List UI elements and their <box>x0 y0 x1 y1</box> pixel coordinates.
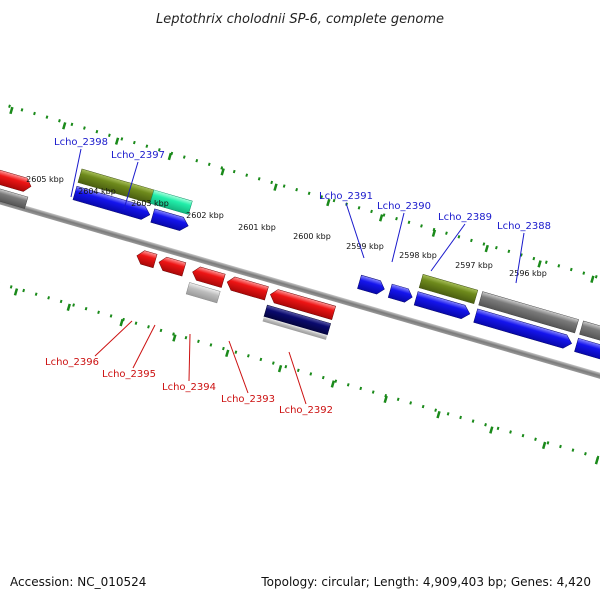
reverse-leader-line <box>94 320 133 357</box>
scale-label: 2597 kbp <box>455 261 493 270</box>
gene-lcho-2392-feature-shadow <box>262 316 328 340</box>
forward-leader-line <box>515 232 525 284</box>
scale-tick <box>537 260 542 268</box>
scale-tick <box>119 318 124 327</box>
scale-label: 2598 kbp <box>399 251 437 260</box>
reverse-gene-label[interactable]: Lcho_2393 <box>221 394 275 405</box>
scale-tick <box>489 426 494 434</box>
scale-tick <box>378 214 384 222</box>
gene-lcho-2390[interactable] <box>387 283 414 304</box>
forward-gene-label[interactable]: Lcho_2397 <box>111 150 165 161</box>
gene-lcho-2398[interactable] <box>72 185 152 221</box>
gene-lcho-2391[interactable] <box>357 274 386 296</box>
reverse-gene-label[interactable]: Lcho_2392 <box>279 405 333 416</box>
scale-tick <box>9 106 14 115</box>
forward-gene-label[interactable]: Lcho_2391 <box>319 191 373 202</box>
forward-gene-label[interactable]: Lcho_2389 <box>438 212 492 223</box>
gene-lcho-2394[interactable] <box>191 265 226 288</box>
scale-label: 2596 kbp <box>509 269 547 278</box>
gene-lcho-2396[interactable] <box>135 249 158 269</box>
scale-tick <box>383 395 388 404</box>
scale-tick <box>62 122 67 130</box>
scale-tick <box>541 441 547 450</box>
gene-lcho-2393[interactable] <box>225 275 269 301</box>
scale-tick <box>431 229 437 237</box>
forward-gene-label[interactable]: Lcho_2388 <box>497 221 551 232</box>
gene-lcho-2397-feature[interactable] <box>149 189 193 215</box>
gene-offscreen-left[interactable] <box>0 168 33 194</box>
gene-offscreen-left-feature[interactable] <box>0 185 29 209</box>
scale-tick <box>590 275 595 283</box>
forward-leader-line <box>391 212 405 263</box>
inner-scale <box>0 263 600 468</box>
gene-lcho-2389[interactable] <box>413 291 472 321</box>
gene-lcho-2388-feature[interactable] <box>478 291 579 334</box>
gene-lcho-2394-feature[interactable] <box>185 282 221 304</box>
scale-tick <box>114 137 120 145</box>
scale-tick <box>484 244 489 253</box>
forward-gene-label[interactable]: Lcho_2398 <box>54 137 108 148</box>
genome-summary-text: Topology: circular; Length: 4,909,403 bp… <box>260 575 591 589</box>
gene-lcho-2392[interactable] <box>268 288 336 320</box>
reverse-gene-label[interactable]: Lcho_2394 <box>162 382 216 393</box>
scale-label: 2604 kbp <box>78 187 116 196</box>
gene-lcho-2395[interactable] <box>157 255 187 277</box>
forward-strand-genes <box>0 168 600 371</box>
forward-leader-line <box>123 161 139 210</box>
scale-label: 2602 kbp <box>186 211 224 220</box>
gene-lcho-2389-feature[interactable] <box>418 274 479 304</box>
reverse-leader-line <box>188 333 191 382</box>
reverse-leader-line <box>132 324 156 369</box>
scale-label: 2601 kbp <box>238 223 276 232</box>
reverse-leader-line <box>288 351 307 405</box>
forward-leader-line <box>70 148 82 198</box>
scale-label: 2600 kbp <box>293 232 331 241</box>
gene-lcho-2392-feature[interactable] <box>263 304 331 336</box>
accession-text: Accession: NC_010524 <box>10 575 146 589</box>
reverse-leader-line <box>228 340 249 394</box>
scale-tick <box>436 410 441 419</box>
genome-title: Leptothrix cholodnii SP-6, complete geno… <box>156 12 444 27</box>
reverse-strand-genes <box>135 249 336 340</box>
gene-lcho-2397[interactable] <box>150 208 190 233</box>
scale-tick <box>330 380 336 388</box>
scale-labels: 2605 kbp 2604 kbp 2603 kbp 2602 kbp 2601 kbp… <box>26 175 547 278</box>
scale-tick <box>594 457 600 465</box>
gene-offscreen-right-feature[interactable] <box>579 320 600 355</box>
reverse-gene-label[interactable]: Lcho_2396 <box>45 357 99 368</box>
scale-tick <box>277 364 283 373</box>
forward-gene-label[interactable]: Lcho_2390 <box>377 201 431 212</box>
genome-backbone <box>0 186 600 393</box>
scale-tick <box>167 152 173 161</box>
scale-tick <box>225 349 230 358</box>
scale-tick <box>172 334 177 342</box>
map-track <box>0 97 600 468</box>
reverse-gene-label[interactable]: Lcho_2395 <box>102 369 156 380</box>
scale-tick <box>13 288 19 296</box>
scale-label: 2605 kbp <box>26 175 64 184</box>
forward-leader-line <box>345 202 365 259</box>
scale-tick <box>220 168 225 176</box>
gene-offscreen-right[interactable] <box>574 337 600 371</box>
scale-tick <box>273 183 278 191</box>
forward-leader-line <box>430 223 466 272</box>
scale-tick <box>66 303 71 311</box>
gene-lcho-2388[interactable] <box>473 308 574 350</box>
scale-tick <box>326 198 331 207</box>
scale-label: 2599 kbp <box>346 242 384 251</box>
scale-label: 2603 kbp <box>131 199 169 208</box>
outer-scale <box>0 97 600 302</box>
